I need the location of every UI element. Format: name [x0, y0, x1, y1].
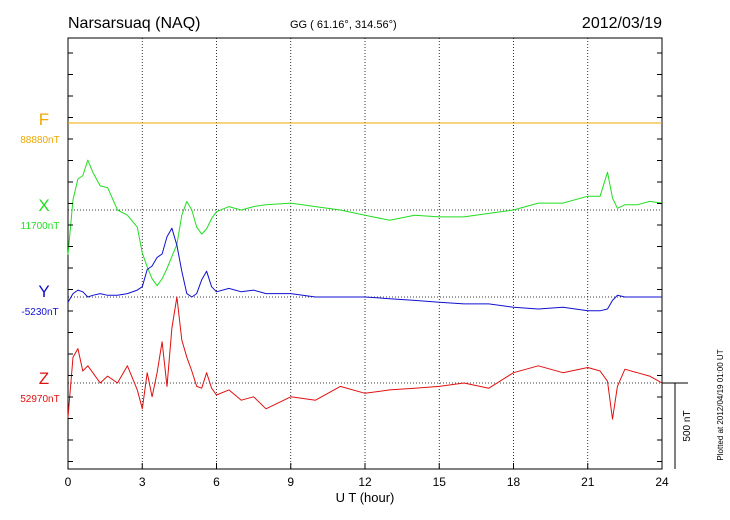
series-label-y: Y — [38, 282, 49, 301]
x-tick-label-0: 0 — [65, 475, 72, 489]
x-axis-label: U T (hour) — [336, 490, 395, 505]
series-label-z: Z — [39, 369, 49, 388]
x-tick-label-3: 3 — [139, 475, 146, 489]
x-tick-label-18: 18 — [507, 475, 521, 489]
scale-bar-label: 500 nT — [682, 410, 693, 441]
series-line-x — [67, 159, 663, 287]
x-tick-label-12: 12 — [358, 475, 372, 489]
x-tick-label-9: 9 — [287, 475, 294, 489]
series-baseline-y: -5230nT — [21, 307, 58, 318]
x-tick-label-21: 21 — [581, 475, 595, 489]
x-tick-label-24: 24 — [655, 475, 669, 489]
series-baseline-f: 88880nT — [20, 135, 59, 146]
vertical-gridlines — [141, 38, 589, 469]
series-line-y — [67, 227, 662, 312]
x-axis-ticks: 0 3 6 9 12 15 18 21 24 — [65, 52, 669, 489]
series-labels: F 88880nT X 11700nT Y -5230nT Z 52970nT — [20, 110, 59, 405]
series-baseline-z: 52970nT — [20, 394, 59, 405]
series-line-z — [67, 296, 663, 420]
series-baseline-x: 11700nT — [21, 221, 60, 232]
station-title: Narsarsuaq (NAQ) — [68, 15, 200, 32]
series-label-x: X — [38, 196, 49, 215]
scale-bar: 500 nT — [662, 382, 693, 469]
x-tick-label-15: 15 — [433, 475, 447, 489]
series-label-f: F — [39, 110, 49, 129]
plotted-timestamp: Plotted at 2012/04/19 01:00 UT — [716, 349, 725, 460]
plot-date: 2012/03/19 — [582, 15, 662, 32]
x-tick-label-6: 6 — [213, 475, 220, 489]
series-lines — [67, 122, 663, 420]
station-coordinates: GG ( 61.16°, 314.56°) — [290, 19, 397, 31]
